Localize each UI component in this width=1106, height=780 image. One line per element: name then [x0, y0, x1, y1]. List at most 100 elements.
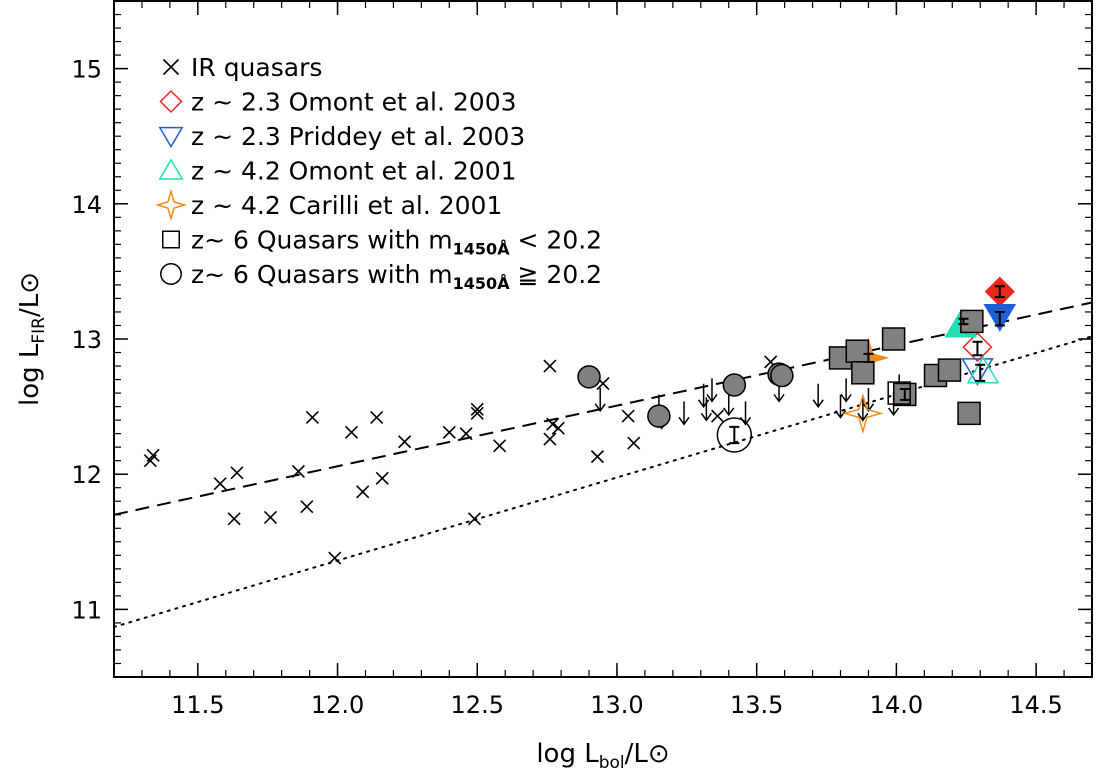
series-5-point [842, 392, 884, 435]
legend-marker [158, 126, 184, 149]
legend-label: z ~ 4.2 Omont et al. 2001 [191, 157, 517, 186]
series-8-point [577, 365, 601, 389]
series-1-point [862, 387, 875, 413]
series-1-point [594, 387, 606, 413]
legend-label: z ~ 2.3 Omont et al. 2003 [191, 88, 517, 117]
y-axis-title-text: log L [15, 343, 45, 406]
series-0-point [470, 402, 484, 416]
series-2-point [962, 332, 993, 363]
error-bar [863, 352, 874, 363]
series-6-point [957, 401, 981, 426]
data-points [143, 276, 1017, 565]
series-0-point [370, 410, 384, 424]
series-8-point [770, 363, 794, 388]
dashed-fit-line [114, 301, 1092, 516]
legend-marker [160, 263, 182, 285]
series-6-point [960, 309, 984, 334]
series-0-point [344, 425, 359, 439]
series-0-point [356, 485, 370, 499]
series-1-point [678, 401, 690, 426]
series-8-point [647, 404, 671, 428]
series-8-point [722, 373, 747, 397]
y-tick-label: 11 [71, 596, 102, 624]
series-7-point [887, 381, 911, 405]
series-0-point [328, 551, 342, 565]
x-axis-title-sub: bol [599, 753, 625, 773]
legend-label-sub: 1450Å [453, 240, 511, 259]
series-0-point [493, 439, 507, 453]
series-0-point [459, 427, 473, 441]
series-1-point [812, 383, 824, 409]
series-0-point [291, 464, 305, 479]
series-0-point [621, 409, 635, 423]
series-0-point [305, 410, 319, 424]
y-tick-label: 15 [71, 56, 102, 84]
series-6-point [845, 339, 870, 363]
error-bar [994, 285, 1005, 299]
error-bar [972, 340, 983, 357]
legend-label: z~ 6 Quasars with m1450Å ≧ 20.2 [191, 260, 602, 293]
series-0-point [375, 471, 389, 485]
axis-ticks: 11.5 12.0 12.5 13.0 13.5 14.0 14.5 11 12 13 14 15 [71, 1, 1092, 719]
error-bar [975, 363, 986, 382]
legend-label-sub: 1450Å [453, 274, 511, 293]
series-0-point [442, 425, 456, 439]
x-tick-label: 13.5 [730, 691, 783, 719]
series-9-point [716, 417, 753, 453]
series-0-point [551, 421, 565, 435]
series-1-point [723, 391, 735, 417]
x-tick-label: 12.5 [451, 691, 504, 719]
legend-label: z~ 6 Quasars with m1450Å < 20.2 [191, 226, 602, 259]
series-6-point [881, 327, 906, 351]
series-3-point [961, 358, 994, 386]
legend-label-main: z~ 6 Quasars with m [191, 260, 453, 289]
y-tick-label: 13 [71, 326, 102, 354]
series-0-point [590, 450, 604, 464]
x-axis-title-text: log L [536, 739, 599, 769]
x-tick-label: 14.0 [870, 691, 923, 719]
series-0-point [230, 466, 244, 480]
legend: IR quasars z ~ 2.3 Omont et al. 2003 z ~ 2… [154, 53, 602, 293]
series-1-point [700, 397, 712, 422]
series-0-point [543, 359, 557, 373]
series-1-point [706, 378, 718, 403]
y-axis-title-sub: FIR [29, 317, 49, 344]
legend-label-main: z~ 6 Quasars with m [191, 226, 453, 255]
x-tick-label: 12.0 [311, 691, 364, 719]
y-axis-title: log LFIR/L⊙ [15, 272, 49, 406]
series-0-point [213, 477, 227, 491]
y-axis-title-rest: /L⊙ [15, 272, 45, 317]
legend-label-rest: ≧ 20.2 [510, 260, 603, 289]
x-tick-label: 13.0 [590, 691, 643, 719]
series-0-point [398, 435, 412, 449]
y-tick-label: 14 [71, 191, 102, 219]
series-6-point [851, 361, 875, 385]
x-tick-label: 14.5 [1009, 691, 1062, 719]
series-4-point [966, 355, 1000, 384]
error-bar [994, 310, 1005, 327]
series-0-point [227, 512, 241, 526]
legend-label-rest: < 20.2 [510, 226, 603, 255]
x-axis-title: log Lbol/L⊙ [536, 739, 669, 773]
series-0-point [470, 406, 484, 420]
legend-label: z ~ 4.2 Carilli et al. 2001 [191, 191, 502, 220]
legend-marker [162, 230, 180, 249]
error-bar [729, 425, 740, 445]
series-0-point [467, 512, 482, 526]
error-bar [958, 317, 969, 326]
legend-marker [154, 188, 188, 222]
y-tick-label: 12 [71, 461, 102, 489]
series-0-point [300, 500, 314, 514]
series-1-point [857, 397, 869, 422]
x-axis-title-rest: /L⊙ [625, 739, 670, 769]
error-bar [899, 388, 910, 401]
legend-marker [162, 58, 180, 76]
series-0-point [711, 409, 725, 423]
series-0-point [263, 510, 278, 525]
series-0-point [627, 436, 641, 450]
legend-label: z ~ 2.3 Priddey et al. 2003 [191, 122, 525, 151]
legend-marker [158, 158, 184, 180]
series-1-point [739, 401, 752, 426]
series-0-point [146, 448, 160, 462]
